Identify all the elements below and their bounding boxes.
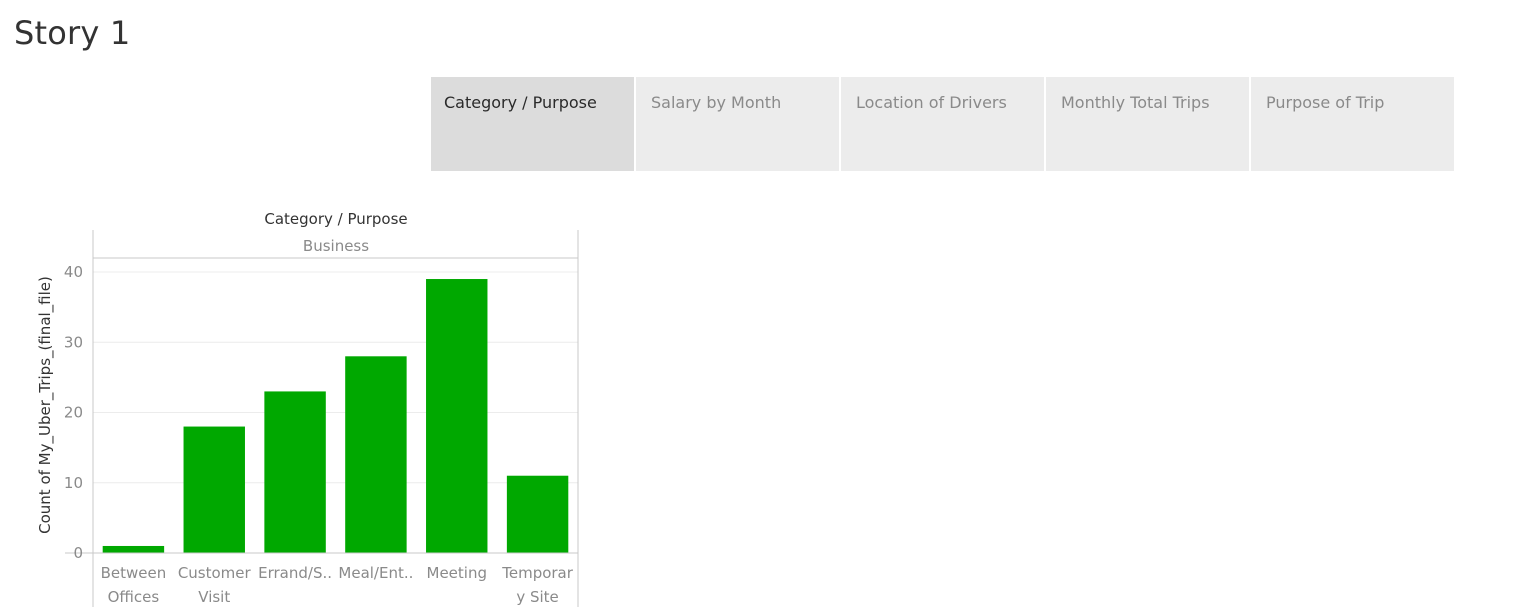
x-tick-label: Meal/Ent..: [338, 564, 413, 582]
story-title: Story 1: [14, 14, 131, 52]
pane-header: Business: [303, 237, 369, 255]
x-tick-label: Visit: [198, 588, 230, 606]
y-tick-label: 30: [64, 333, 83, 351]
y-axis-title: Count of My_Uber_Trips_(final_file): [36, 276, 55, 534]
x-tick-label: Temporar: [501, 564, 574, 582]
bar: [102, 545, 165, 553]
x-tick-label: Errand/S..: [258, 564, 332, 582]
chart-title: Category / Purpose: [264, 210, 407, 228]
x-tick-label: y Site: [516, 588, 558, 606]
y-tick-label: 10: [64, 474, 83, 492]
story-point-purpose-of-trip[interactable]: Purpose of Trip: [1251, 77, 1454, 171]
x-tick-label: Between: [101, 564, 167, 582]
story-point-category-purpose[interactable]: Category / Purpose: [431, 77, 634, 171]
bar: [506, 475, 569, 553]
story-point-location-of-drivers[interactable]: Location of Drivers: [841, 77, 1044, 171]
bar: [183, 426, 245, 553]
bar: [264, 391, 326, 553]
story-point-monthly-total-trips[interactable]: Monthly Total Trips: [1046, 77, 1249, 171]
x-tick-label: Offices: [108, 588, 160, 606]
y-tick-label: 40: [64, 263, 83, 281]
bar: [345, 356, 407, 553]
story-navigator: Category / Purpose Salary by Month Locat…: [431, 77, 1454, 171]
bar-chart: Category / Purpose Business Count of My_…: [36, 210, 579, 607]
y-tick-label: 0: [73, 544, 83, 562]
x-tick-label: Customer: [178, 564, 252, 582]
x-tick-label: Meeting: [427, 564, 487, 582]
story-point-salary-by-month[interactable]: Salary by Month: [636, 77, 839, 171]
y-tick-label: 20: [64, 404, 83, 422]
bar: [426, 279, 488, 553]
